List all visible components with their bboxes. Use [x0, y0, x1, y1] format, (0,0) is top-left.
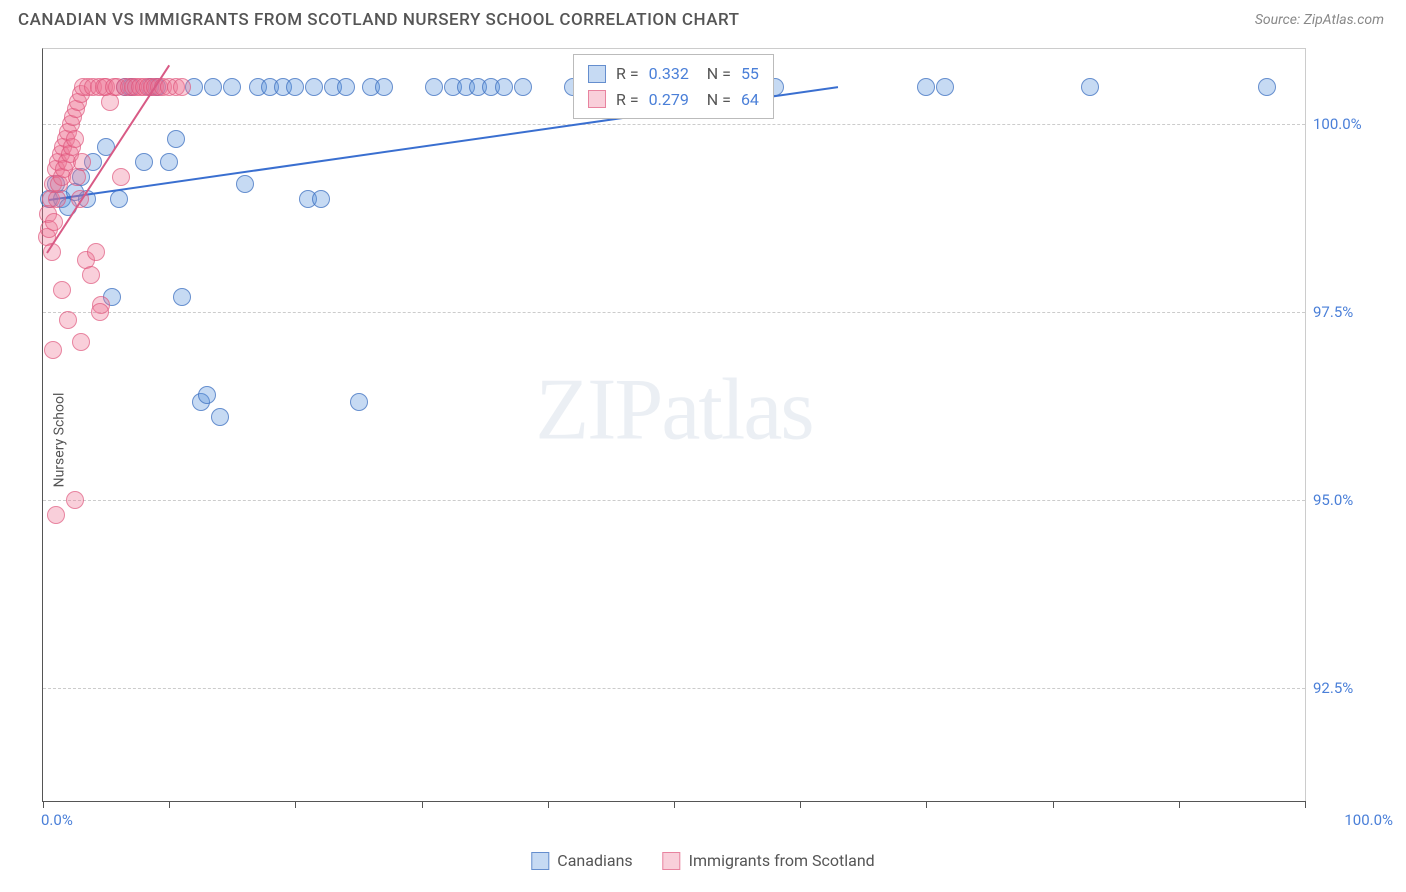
scatter-point [72, 333, 90, 351]
gridline-h [43, 124, 1305, 125]
scatter-point [91, 303, 109, 321]
x-tick [422, 801, 423, 808]
y-tick-label: 97.5% [1313, 303, 1373, 321]
legend-item-scotland: Immigrants from Scotland [663, 851, 875, 870]
scatter-point [204, 78, 222, 96]
scatter-point [1081, 78, 1099, 96]
scatter-point [112, 168, 130, 186]
scatter-point [236, 175, 254, 193]
scatter-point [135, 153, 153, 171]
scatter-point [44, 341, 62, 359]
plot-area: ZIPatlas 92.5%95.0%97.5%100.0%0.0%100.0%… [42, 48, 1306, 802]
bottom-legend: Canadians Immigrants from Scotland [531, 851, 874, 870]
stat-r-label: R = [616, 87, 639, 113]
scatter-point [375, 78, 393, 96]
watermark-atlas: atlas [661, 361, 812, 458]
chart-container: Nursery School ZIPatlas 92.5%95.0%97.5%1… [42, 48, 1386, 832]
swatch-blue [531, 852, 549, 870]
y-tick-label: 92.5% [1313, 679, 1373, 697]
x-label-right: 100.0% [1344, 811, 1393, 829]
scatter-point [337, 78, 355, 96]
gridline-h [43, 688, 1305, 689]
scatter-point [350, 393, 368, 411]
x-tick [800, 801, 801, 808]
scatter-point [82, 266, 100, 284]
scatter-point [211, 408, 229, 426]
source-label: Source: ZipAtlas.com [1255, 12, 1384, 28]
swatch-blue [588, 65, 606, 83]
scatter-point [495, 78, 513, 96]
scatter-point [87, 243, 105, 261]
scatter-point [223, 78, 241, 96]
scatter-point [1258, 78, 1276, 96]
scatter-point [66, 491, 84, 509]
scatter-point [110, 190, 128, 208]
scatter-point [160, 153, 178, 171]
stat-r-label: R = [616, 61, 639, 87]
gridline-h [43, 312, 1305, 313]
swatch-pink [663, 852, 681, 870]
legend-item-canadians: Canadians [531, 851, 632, 870]
stat-r-value: 0.279 [649, 87, 689, 113]
x-tick [43, 801, 44, 808]
y-tick-label: 95.0% [1313, 491, 1373, 509]
scatter-point [73, 153, 91, 171]
scatter-point [173, 288, 191, 306]
gridline-h [43, 500, 1305, 501]
header: CANADIAN VS IMMIGRANTS FROM SCOTLAND NUR… [0, 0, 1406, 36]
x-tick [1053, 801, 1054, 808]
scatter-point [47, 506, 65, 524]
y-tick-label: 100.0% [1313, 115, 1373, 133]
scatter-point [312, 190, 330, 208]
x-tick [674, 801, 675, 808]
stat-n-label: N = [699, 87, 731, 113]
stat-n-label: N = [699, 61, 731, 87]
scatter-point [66, 130, 84, 148]
swatch-pink [588, 90, 606, 108]
x-tick [1179, 801, 1180, 808]
stat-r-value: 0.332 [649, 61, 689, 87]
legend-label-scotland: Immigrants from Scotland [689, 851, 875, 870]
x-tick [295, 801, 296, 808]
scatter-point [514, 78, 532, 96]
x-label-left: 0.0% [41, 811, 73, 829]
scatter-point [936, 78, 954, 96]
x-tick [1305, 801, 1306, 808]
scatter-point [198, 386, 216, 404]
stat-n-value: 55 [741, 61, 759, 87]
watermark-zip: ZIP [535, 361, 661, 458]
watermark: ZIPatlas [535, 359, 812, 460]
scatter-point [305, 78, 323, 96]
scatter-point [173, 78, 191, 96]
legend-label-canadians: Canadians [557, 851, 632, 870]
scatter-point [425, 78, 443, 96]
stat-n-value: 64 [741, 87, 759, 113]
chart-title: CANADIAN VS IMMIGRANTS FROM SCOTLAND NUR… [18, 10, 739, 30]
scatter-point [917, 78, 935, 96]
scatter-point [53, 281, 71, 299]
x-tick [926, 801, 927, 808]
x-tick [548, 801, 549, 808]
stats-row: R = 0.279 N = 64 [588, 87, 759, 113]
scatter-point [286, 78, 304, 96]
scatter-point [59, 311, 77, 329]
stats-box: R = 0.332 N = 55R = 0.279 N = 64 [573, 54, 774, 119]
stats-row: R = 0.332 N = 55 [588, 61, 759, 87]
x-tick [169, 801, 170, 808]
scatter-point [167, 130, 185, 148]
